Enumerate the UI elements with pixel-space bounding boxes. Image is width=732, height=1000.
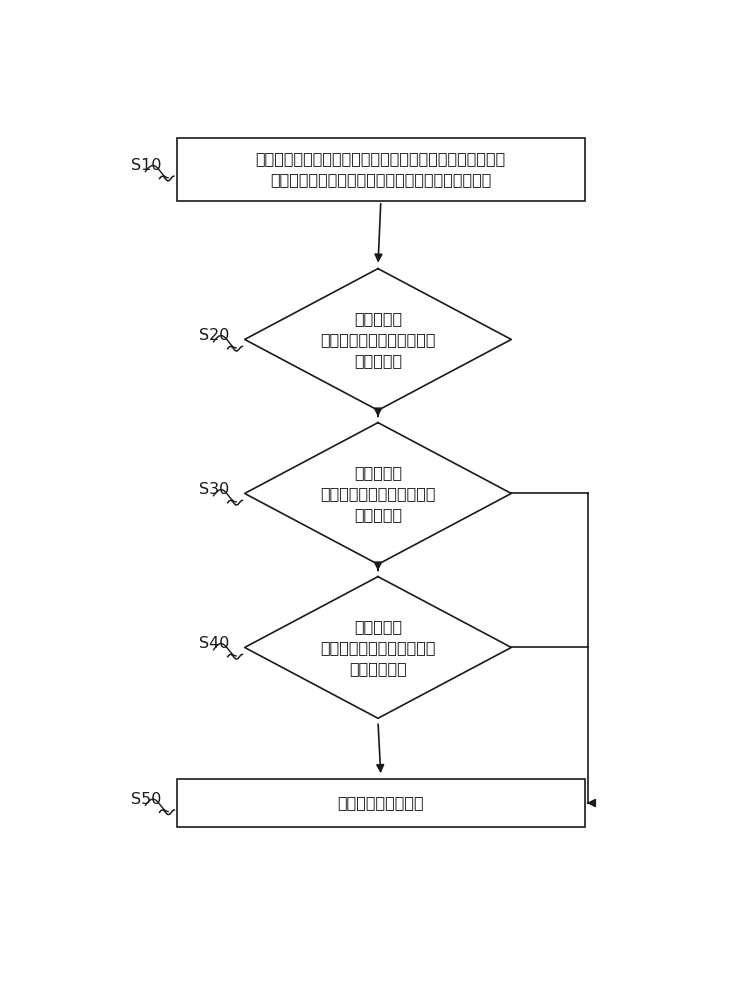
Text: S20: S20 [199,328,230,343]
Text: 压缩机退出回油模式: 压缩机退出回油模式 [337,795,424,810]
Text: S30: S30 [199,482,230,497]
Text: 获取并判断
运行频率是否大于或等于预
设频率上限值: 获取并判断 运行频率是否大于或等于预 设频率上限值 [320,619,436,676]
Text: 获取并判断
回油时间是否大于或等于预
设回油时间: 获取并判断 回油时间是否大于或等于预 设回油时间 [320,465,436,522]
Text: 获取并判断
升频次数是否大于或等于预
设调频次数: 获取并判断 升频次数是否大于或等于预 设调频次数 [320,311,436,368]
Text: 压缩机开启回油模式，获取的回油起始频率，根据预设规则
确定预设频率上限值、预设回油时间和预设调频次数: 压缩机开启回油模式，获取的回油起始频率，根据预设规则 确定预设频率上限值、预设回… [255,151,506,187]
Text: S10: S10 [131,158,162,173]
Text: S50: S50 [131,792,162,807]
Bar [176,779,585,827]
Text: S40: S40 [199,636,230,651]
Bar [176,138,585,201]
